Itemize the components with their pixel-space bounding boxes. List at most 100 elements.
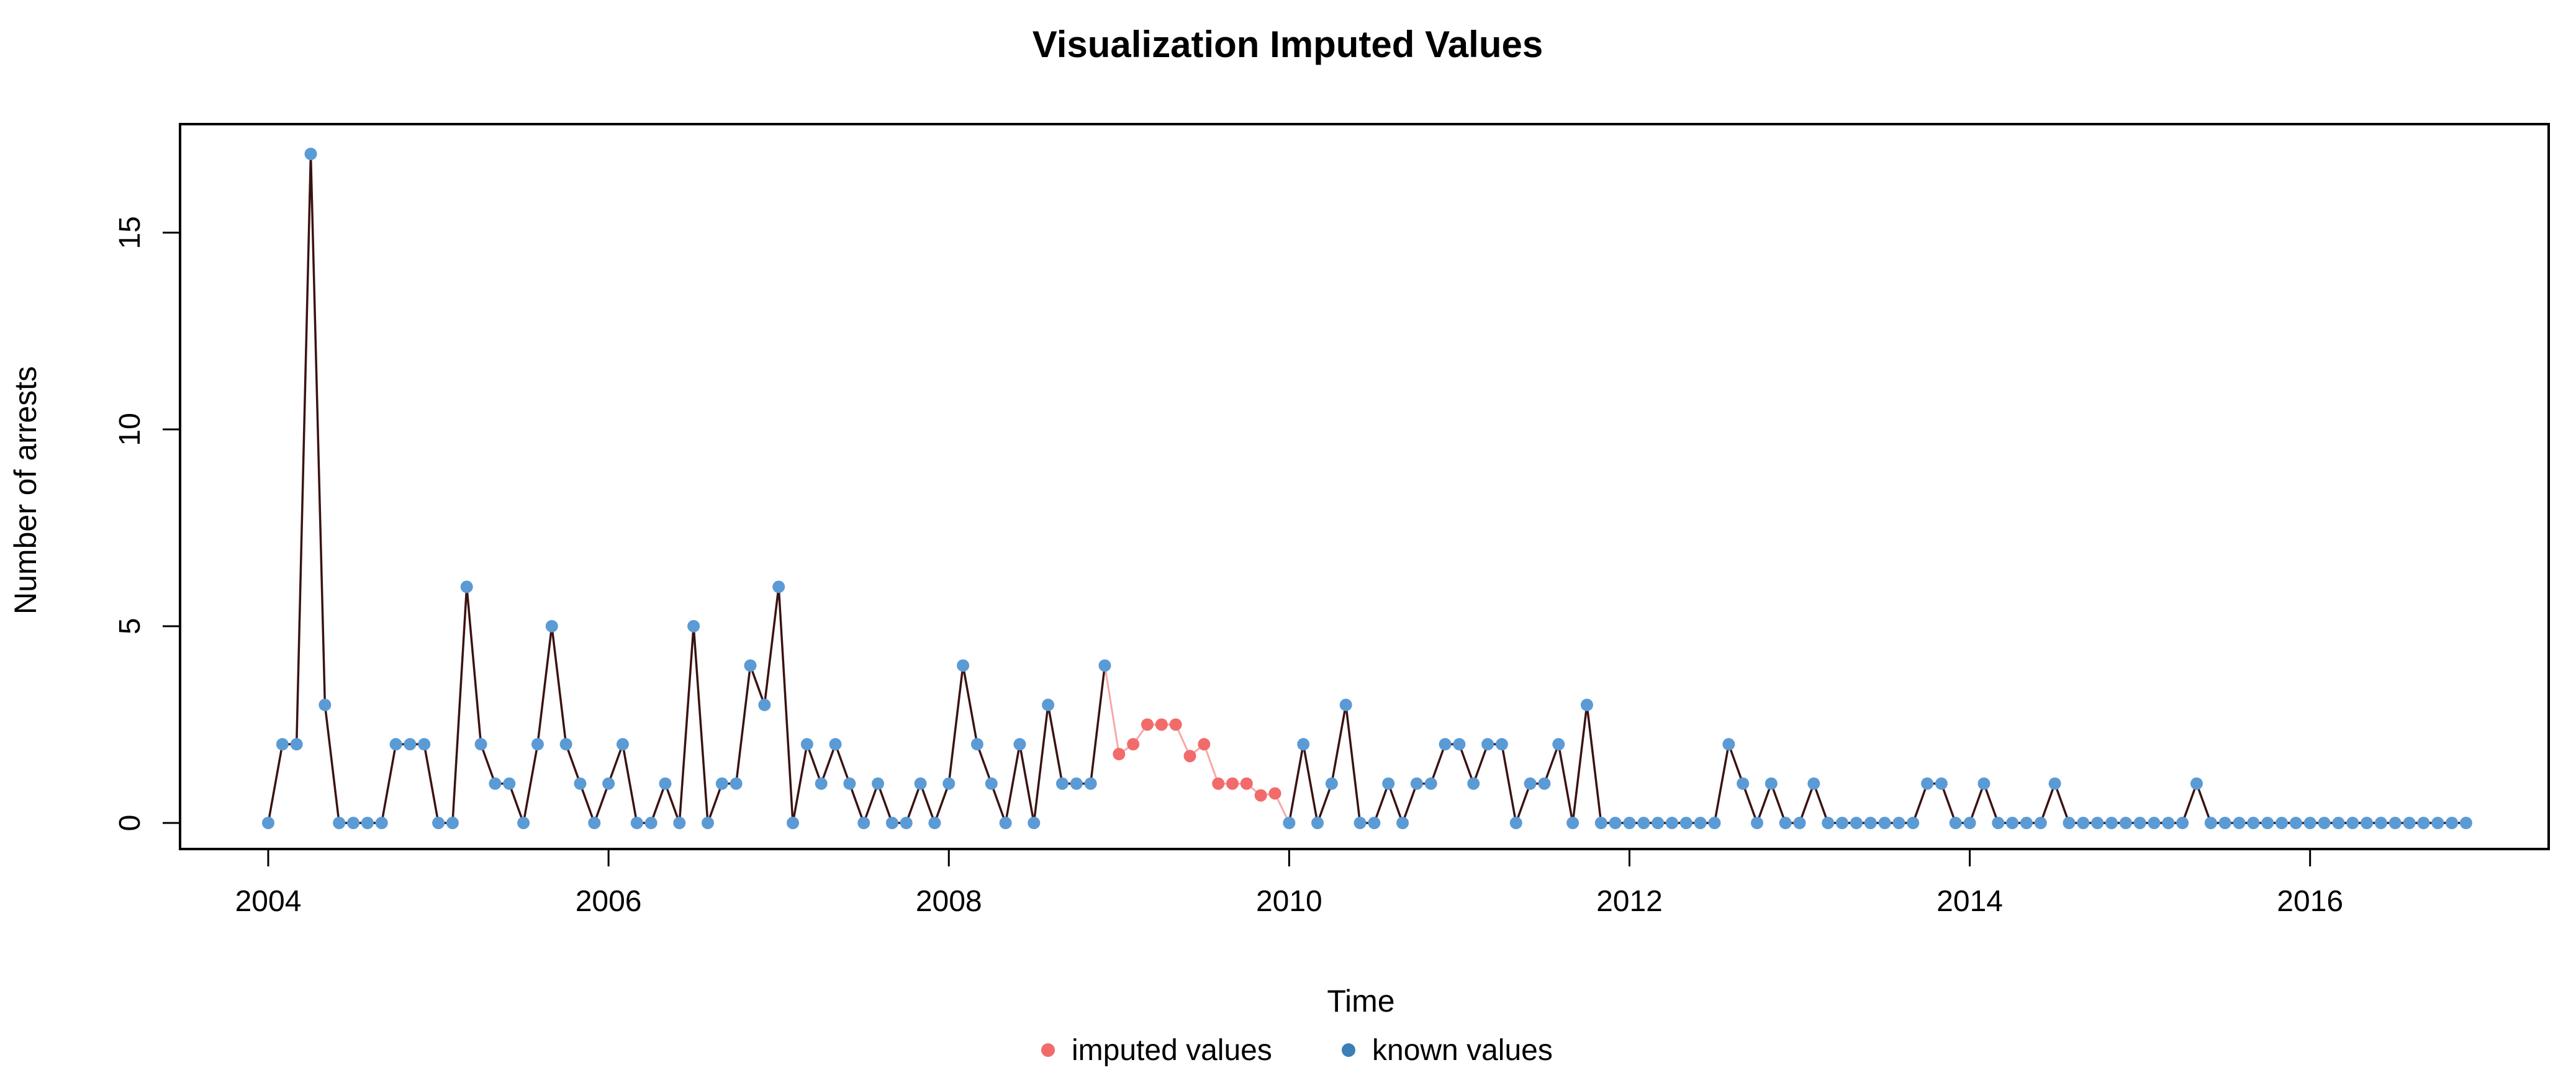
y-tick-label: 5 <box>114 618 147 635</box>
known-point <box>1751 817 1764 829</box>
known-point <box>2318 817 2331 829</box>
known-point <box>2218 817 2231 829</box>
known-point <box>928 817 941 829</box>
line-segment <box>1742 783 1758 824</box>
line-segment <box>777 586 794 824</box>
line-segment <box>763 586 780 705</box>
line-segment <box>1373 783 1390 824</box>
known-point <box>1566 817 1579 829</box>
known-point <box>517 817 530 829</box>
known-point <box>559 738 572 751</box>
line-segment <box>1316 783 1333 824</box>
known-point <box>2388 817 2402 829</box>
line-segment <box>465 586 482 745</box>
line-segment <box>564 744 582 784</box>
known-point <box>1992 817 2005 829</box>
known-point <box>290 738 303 751</box>
known-point <box>2119 817 2132 829</box>
series-lines <box>267 153 2466 824</box>
line-segment <box>267 744 284 824</box>
line-segment <box>905 783 922 824</box>
line-segment <box>820 744 837 784</box>
known-point <box>588 817 601 829</box>
known-point <box>1311 817 1324 829</box>
line-segment <box>1501 744 1517 824</box>
known-point <box>1042 698 1055 711</box>
known-point <box>2303 817 2316 829</box>
known-point <box>1807 777 1820 790</box>
known-point <box>1439 738 1452 751</box>
known-point <box>800 738 813 751</box>
known-point <box>687 619 700 632</box>
known-point <box>772 580 785 593</box>
known-point <box>885 817 898 829</box>
known-point <box>857 817 870 829</box>
line-segment <box>508 783 525 824</box>
known-point <box>361 817 374 829</box>
legend: imputed values known values <box>1041 1034 1553 1067</box>
known-point <box>2133 817 2146 829</box>
known-point <box>304 148 317 160</box>
known-point <box>1737 777 1750 790</box>
known-point <box>1524 777 1537 790</box>
line-segment <box>1344 704 1362 824</box>
known-point <box>1467 777 1480 790</box>
line-segment <box>1331 704 1347 784</box>
known-point <box>829 738 842 751</box>
line-segment <box>1713 744 1730 824</box>
known-point <box>276 738 289 751</box>
legend-known-marker <box>1342 1043 1355 1057</box>
known-point <box>1509 817 1522 829</box>
line-segment <box>1288 744 1304 824</box>
known-point <box>1609 817 1622 829</box>
known-point <box>644 817 658 829</box>
line-segment <box>919 783 936 824</box>
x-tick-label: 2012 <box>1596 885 1663 918</box>
line-segment <box>990 783 1007 824</box>
imputed-line-segment <box>1203 744 1219 784</box>
line-segment <box>1430 744 1447 784</box>
series-points <box>262 148 2472 829</box>
known-point <box>375 817 388 829</box>
imputed-point <box>1183 750 1196 763</box>
line-segment <box>1004 744 1021 824</box>
known-point <box>1495 738 1508 751</box>
line-segment <box>579 783 595 824</box>
known-point <box>2431 817 2444 829</box>
known-point <box>914 777 927 790</box>
known-point <box>1283 817 1296 829</box>
known-point <box>1765 777 1778 790</box>
legend-known-label: known values <box>1372 1034 1553 1067</box>
line-segment <box>1089 665 1106 784</box>
line-segment <box>295 153 312 745</box>
imputed-point <box>1169 718 1182 731</box>
line-segment <box>423 744 440 824</box>
line-segment <box>2195 783 2212 824</box>
known-point <box>1028 817 1041 829</box>
known-point <box>2034 817 2047 829</box>
known-point <box>1396 817 1409 829</box>
line-segment <box>621 744 638 824</box>
known-point <box>1679 817 1692 829</box>
known-point <box>1013 738 1026 751</box>
y-tick-label: 10 <box>114 413 147 446</box>
known-point <box>1694 817 1707 829</box>
known-point <box>1878 817 1891 829</box>
line-segment <box>2040 783 2056 824</box>
line-segment <box>1458 744 1475 784</box>
known-point <box>1665 817 1678 829</box>
y-tick-label: 0 <box>114 815 147 832</box>
known-point <box>1637 817 1650 829</box>
known-point <box>1552 738 1565 751</box>
known-point <box>574 777 587 790</box>
known-point <box>1977 777 1991 790</box>
known-point <box>630 817 643 829</box>
known-point <box>2048 777 2061 790</box>
known-point <box>1055 777 1069 790</box>
known-point <box>1481 738 1494 751</box>
line-segment <box>834 744 851 784</box>
line-segment <box>1302 744 1319 824</box>
line-segment <box>1515 783 1532 824</box>
line-segment <box>1798 783 1815 824</box>
known-point <box>815 777 828 790</box>
